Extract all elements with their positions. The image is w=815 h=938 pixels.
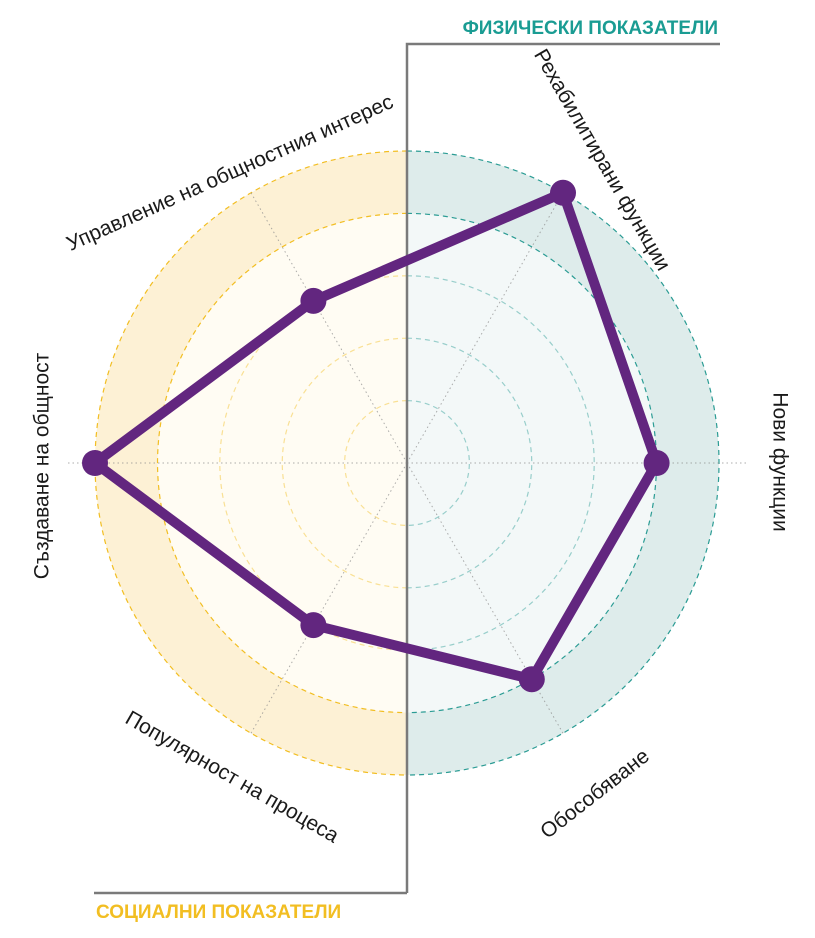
social-indicators-header: СОЦИАЛНИ ПОКАЗАТЕЛИ [96,902,341,923]
data-point-0 [550,179,576,206]
data-point-3 [300,612,327,639]
frame-line-physical [405,42,720,893]
ring-left-4 [156,212,408,714]
data-point-4 [82,450,108,476]
social-inner-background [157,213,407,713]
data-point-1 [643,450,670,476]
background-layer [95,151,719,775]
ring-left-1 [344,400,408,526]
series-layer [82,179,670,693]
data-point-5 [300,287,327,314]
physical-inner-background [407,213,657,713]
ring-right-3 [406,275,595,651]
axis-label-2: Обособяване [536,745,654,844]
physical-indicators-header: ФИЗИЧЕСКИ ПОКАЗАТЕЛИ [463,18,718,39]
axis-label-1: Нови функции [769,392,792,531]
data-point-2 [518,666,545,693]
axis-label-4: Създаване на общност [31,352,54,579]
ring-right-1 [406,400,470,526]
section-frame [94,42,720,895]
